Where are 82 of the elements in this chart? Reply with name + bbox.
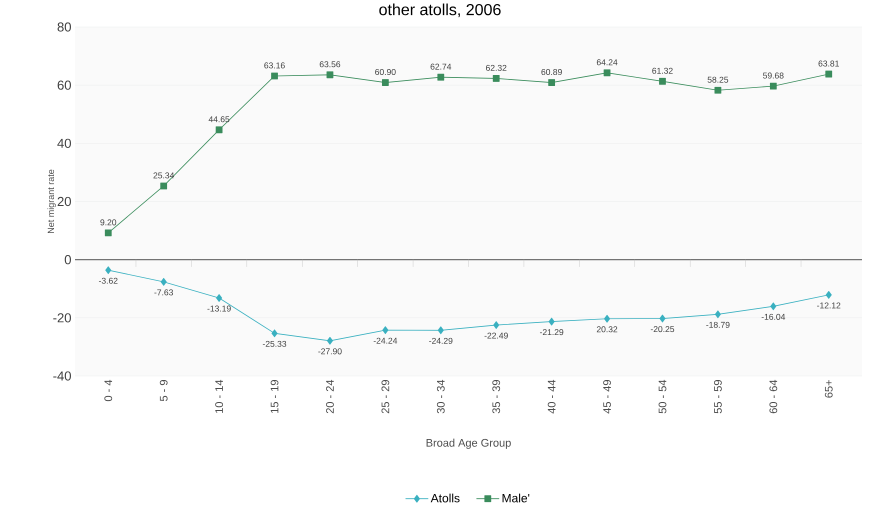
data-label: -20.25 — [650, 326, 674, 332]
data-label: -13.19 — [207, 306, 231, 312]
y-tick-label: 0 — [64, 255, 71, 264]
point — [714, 86, 722, 94]
annotation: 20.32 — [596, 326, 618, 332]
x-tick-label: 50 - 54 — [658, 380, 666, 414]
x-tick-label: 40 - 44 — [548, 380, 556, 414]
point — [826, 291, 832, 299]
x-axis-title: Broad Age Group — [426, 438, 511, 449]
x-tick-label: 10 - 14 — [215, 380, 223, 413]
point — [604, 314, 610, 323]
point — [492, 75, 500, 82]
data-label: -7.63 — [154, 289, 174, 296]
data-label: 62.32 — [486, 64, 506, 71]
x-tick-label: 0 - 4 — [104, 380, 112, 402]
point — [104, 230, 112, 236]
point — [382, 326, 388, 334]
point — [437, 74, 444, 81]
data-label: -27.90 — [318, 348, 342, 354]
x-tick-label: 65+ — [824, 380, 833, 398]
point — [825, 70, 832, 78]
y-tick-label: -40 — [53, 371, 71, 381]
point — [271, 72, 278, 80]
x-tick-label: 35 - 39 — [492, 380, 500, 414]
point — [548, 79, 556, 86]
point — [216, 294, 222, 302]
point — [326, 336, 333, 345]
data-label: 63.16 — [264, 62, 285, 68]
point — [770, 82, 777, 90]
y-tick-label: 80 — [58, 22, 71, 32]
data-label: -25.33 — [262, 340, 286, 347]
point — [438, 326, 444, 334]
y-tick-label: 60 — [58, 80, 71, 90]
point — [548, 318, 555, 326]
data-label: -16.04 — [762, 314, 786, 320]
point — [272, 329, 278, 338]
data-label: 63.81 — [818, 60, 839, 67]
data-label: -12.12 — [817, 302, 840, 308]
data-label: 44.65 — [208, 116, 230, 122]
data-label: 25.34 — [153, 172, 174, 178]
point — [770, 302, 776, 310]
point — [493, 321, 500, 329]
data-label: -22.49 — [484, 332, 508, 339]
data-label: 60.89 — [541, 69, 562, 76]
data-label: 60.90 — [375, 69, 396, 76]
point — [160, 278, 167, 286]
data-label: 9.20 — [100, 219, 116, 226]
data-label: 59.68 — [763, 72, 784, 79]
legend-label: Atolls — [430, 494, 460, 502]
data-label: -18.79 — [706, 322, 730, 328]
y-tick-label: 20 — [58, 196, 71, 206]
y-tick-label: -20 — [53, 313, 71, 322]
x-tick-label: 55 - 59 — [714, 380, 722, 414]
point — [714, 310, 721, 318]
point — [659, 314, 666, 322]
point — [326, 71, 334, 78]
data-label: -24.29 — [429, 338, 452, 344]
x-tick-label: 60 - 64 — [769, 380, 778, 414]
data-label: 63.56 — [320, 61, 340, 68]
x-tick-label: 30 - 34 — [436, 380, 445, 414]
legend-label: Male' — [502, 494, 530, 502]
data-label: -24.24 — [374, 338, 398, 344]
data-label: -3.62 — [98, 278, 118, 284]
point — [659, 78, 666, 85]
point — [160, 182, 168, 190]
point — [216, 126, 223, 134]
x-tick-label: 20 - 24 — [326, 380, 334, 414]
x-tick-label: 45 - 49 — [603, 380, 611, 414]
y-tick-label: 40 — [57, 138, 71, 148]
x-tick-label: 25 - 29 — [381, 380, 390, 414]
data-label: -21.29 — [540, 329, 564, 336]
point — [105, 266, 112, 274]
data-label: 64.24 — [596, 59, 618, 66]
x-tick-label: 5 - 9 — [160, 380, 168, 402]
data-label: 62.74 — [430, 64, 452, 70]
chart-title: other atolls, 2006 — [379, 4, 501, 18]
point — [604, 69, 610, 76]
data-label: 58.25 — [708, 76, 728, 83]
data-label: 61.32 — [652, 68, 673, 74]
x-tick-label: 15 - 19 — [270, 380, 278, 413]
y-axis-title: Net migrant rate — [47, 170, 56, 234]
point — [382, 79, 389, 86]
